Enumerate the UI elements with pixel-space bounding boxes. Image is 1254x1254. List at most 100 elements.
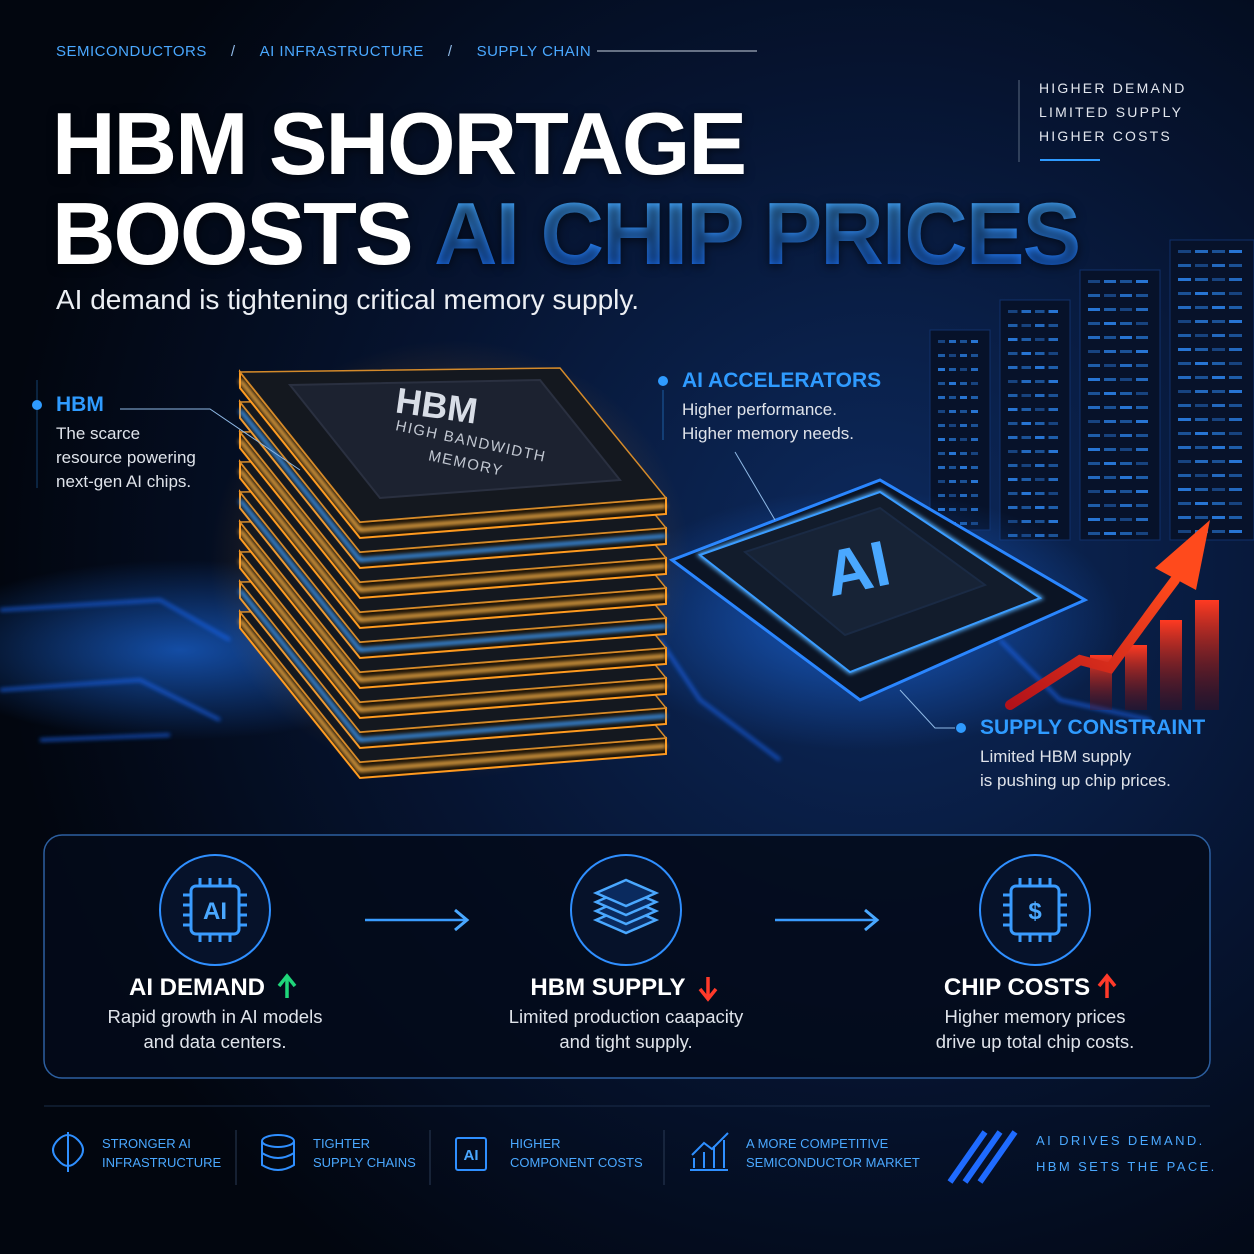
rack-light — [971, 396, 978, 399]
rack-light — [1008, 422, 1018, 425]
rack-light — [1021, 394, 1031, 397]
rack-light — [1048, 506, 1058, 509]
title-highlight: AI CHIP PRICES — [434, 184, 1081, 283]
rack-light — [1229, 264, 1242, 267]
footer-text: COMPONENT COSTS — [510, 1155, 643, 1170]
rack-light — [1212, 390, 1225, 393]
server-racks — [929, 239, 1254, 541]
rack-light — [1035, 422, 1045, 425]
callout-title: AI ACCELERATORS — [682, 369, 882, 392]
callout-text: resource powering — [56, 448, 196, 467]
rack-light — [1136, 308, 1148, 311]
rack-light — [971, 480, 978, 483]
rack-light — [949, 452, 956, 455]
rack-light — [960, 494, 967, 497]
callout-leader — [120, 408, 301, 471]
step-text: drive up total chip costs. — [935, 1031, 1135, 1052]
rack-light — [949, 494, 956, 497]
rack-light — [960, 340, 967, 343]
rack-light — [1104, 504, 1116, 507]
rack-light — [971, 368, 978, 371]
rack-light — [1048, 338, 1058, 341]
rack-light — [938, 354, 945, 357]
rack-light — [1104, 490, 1116, 493]
title-line: HBM SHORTAGE — [52, 94, 747, 193]
rack-light — [1021, 464, 1031, 467]
rack-light — [1048, 464, 1058, 467]
rack-light — [949, 354, 956, 357]
rack-light — [1088, 392, 1100, 395]
rack-light — [1229, 306, 1242, 309]
rack-light — [1120, 322, 1132, 325]
rack-light — [1021, 366, 1031, 369]
rack-light — [1021, 478, 1031, 481]
rack-light — [1120, 420, 1132, 423]
rack-light — [1136, 420, 1148, 423]
rack-light — [1120, 448, 1132, 451]
rack-light — [1229, 292, 1242, 295]
rack-light — [1048, 492, 1058, 495]
rack-light — [949, 368, 956, 371]
rack-light — [1021, 352, 1031, 355]
rack-light — [1120, 308, 1132, 311]
rack-light — [1088, 504, 1100, 507]
callout-leader — [899, 689, 955, 729]
rack-light — [1104, 518, 1116, 521]
callout-text: next-gen AI chips. — [56, 472, 192, 491]
rack-light — [1229, 516, 1242, 519]
callout-dot — [658, 376, 668, 386]
rack-light — [1104, 420, 1116, 423]
rack-light — [1212, 446, 1225, 449]
rack-light — [1035, 394, 1045, 397]
rack-light — [1120, 364, 1132, 367]
flow-art: AI $ — [159, 854, 1117, 1002]
rack-light — [1212, 404, 1225, 407]
rack-light — [1008, 478, 1018, 481]
rack-light — [1021, 422, 1031, 425]
rack-light — [1136, 462, 1148, 465]
rack-light — [1008, 464, 1018, 467]
rack-light — [1035, 366, 1045, 369]
rack-light — [1088, 420, 1100, 423]
rack-light — [1035, 436, 1045, 439]
rack-light — [1136, 280, 1148, 283]
ai-chip-label: AI — [819, 527, 897, 611]
rack-light — [1195, 264, 1208, 267]
breadcrumb-item: AI INFRASTRUCTURE — [259, 43, 424, 60]
rack-light — [960, 466, 967, 469]
rack-light — [1035, 478, 1045, 481]
rack-light — [960, 396, 967, 399]
rack-light — [1136, 476, 1148, 479]
rack-light — [1178, 250, 1191, 253]
rack-light — [1120, 476, 1132, 479]
rack-light — [1104, 322, 1116, 325]
rack-light — [1088, 378, 1100, 381]
rack-light — [1178, 320, 1191, 323]
rack-light — [1120, 280, 1132, 283]
rack-light — [938, 396, 945, 399]
rack-light — [1008, 408, 1018, 411]
rack-light — [1195, 390, 1208, 393]
rack-light — [1088, 476, 1100, 479]
rack-light — [1035, 352, 1045, 355]
rack-light — [1008, 492, 1018, 495]
rack-light — [1229, 348, 1242, 351]
rack-light — [1021, 338, 1031, 341]
rack-light — [1104, 462, 1116, 465]
rack-light — [1120, 378, 1132, 381]
callout-dot — [956, 723, 966, 733]
rack-light — [1212, 250, 1225, 253]
callout-dot — [32, 400, 42, 410]
rack-light — [938, 480, 945, 483]
rack-light — [1035, 506, 1045, 509]
price-trend — [1005, 520, 1219, 710]
step-icon-chip — [189, 884, 241, 936]
rack-light — [1178, 446, 1191, 449]
rack-light — [1035, 492, 1045, 495]
rack-light — [1212, 376, 1225, 379]
stack-layer-glow — [238, 558, 667, 713]
stack-layer-glow — [238, 588, 667, 743]
rack-light — [938, 466, 945, 469]
rack-light — [1048, 366, 1058, 369]
rack-light — [1136, 294, 1148, 297]
